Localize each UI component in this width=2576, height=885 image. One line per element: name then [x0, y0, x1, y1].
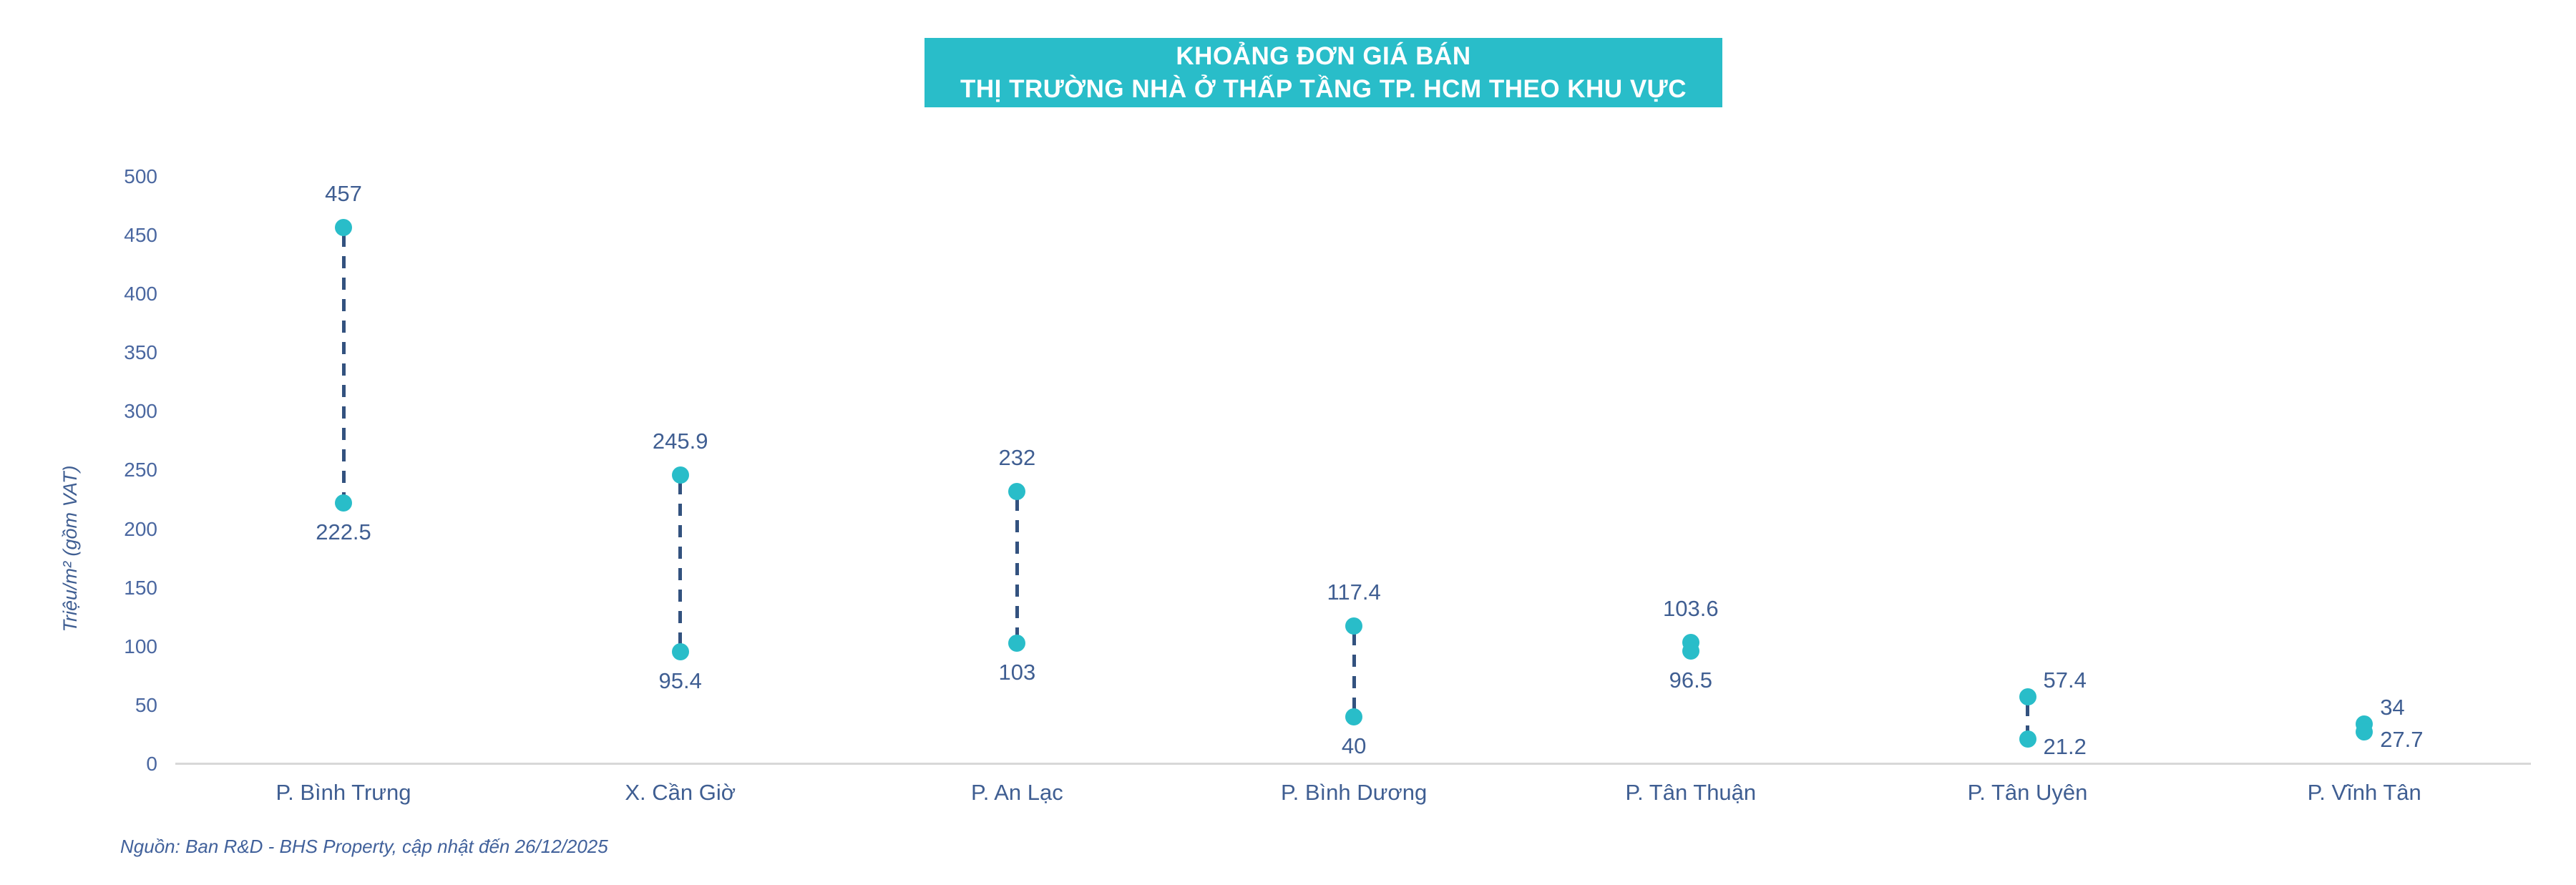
range-dot-high: [2019, 688, 2036, 705]
value-label-low: 222.5: [316, 519, 371, 544]
value-label-low: 95.4: [658, 668, 702, 694]
y-tick-label: 50: [135, 693, 157, 716]
x-category-label: X. Cần Giờ: [625, 780, 736, 805]
value-label-high: 245.9: [652, 429, 708, 454]
source-note: Nguồn: Ban R&D - BHS Property, cập nhật …: [120, 836, 608, 857]
x-category-label: P. Bình Dương: [1280, 780, 1428, 805]
x-category-label: P. An Lạc: [971, 780, 1063, 805]
y-tick-label: 350: [124, 341, 157, 364]
y-tick-label: 450: [124, 224, 157, 246]
value-label-low: 40: [1341, 733, 1367, 759]
value-label-high: 117.4: [1327, 580, 1381, 605]
x-category-label: P. Tân Thuận: [1625, 780, 1757, 805]
value-label-high: 57.4: [2043, 667, 2087, 693]
chart-title-banner: KHOẢNG ĐƠN GIÁ BÁN THỊ TRƯỜNG NHÀ Ở THẤP…: [924, 38, 1722, 107]
range-dot-high: [1345, 617, 1363, 635]
value-label-high: 232: [998, 445, 1036, 470]
range-dot-low: [1682, 642, 1699, 660]
value-label-low: 27.7: [2380, 726, 2424, 752]
range-connector: [1015, 499, 1019, 636]
range-dot-low: [2356, 723, 2373, 740]
range-dot-low: [2019, 730, 2036, 748]
value-label-low: 21.2: [2043, 734, 2087, 760]
value-label-high: 34: [2380, 695, 2405, 720]
chart-title-line2: THỊ TRƯỜNG NHÀ Ở THẤP TẦNG TP. HCM THEO …: [960, 74, 1687, 103]
y-tick-label: 250: [124, 459, 157, 481]
range-dot-high: [1008, 483, 1026, 500]
x-category-label: P. Vĩnh Tân: [2307, 780, 2421, 805]
range-connector: [2026, 703, 2029, 733]
range-dot-low: [1008, 634, 1026, 652]
y-tick-label: 100: [124, 635, 157, 657]
range-dot-low: [335, 494, 352, 512]
range-dot-high: [335, 218, 352, 236]
y-tick-label: 500: [124, 165, 157, 187]
range-dot-high: [671, 466, 689, 484]
x-category-label: P. Bình Trưng: [275, 780, 411, 805]
y-tick-label: 0: [146, 753, 157, 775]
chart-title-line1: KHOẢNG ĐƠN GIÁ BÁN: [1176, 41, 1471, 70]
value-label-low: 103: [998, 659, 1036, 685]
x-category-label: P. Tân Uyên: [1967, 780, 2088, 805]
range-connector: [1352, 633, 1356, 710]
value-label-high: 103.6: [1663, 595, 1719, 621]
y-tick-label: 300: [124, 400, 157, 423]
range-connector: [678, 482, 683, 645]
x-axis-line: [175, 763, 2531, 765]
value-label-high: 457: [325, 180, 362, 206]
range-dot-low: [1345, 708, 1363, 726]
range-connector: [341, 234, 346, 496]
range-dot-low: [671, 643, 689, 661]
y-tick-label: 400: [124, 283, 157, 305]
y-tick-label: 150: [124, 576, 157, 599]
value-label-low: 96.5: [1669, 667, 1712, 693]
y-tick-label: 200: [124, 517, 157, 540]
